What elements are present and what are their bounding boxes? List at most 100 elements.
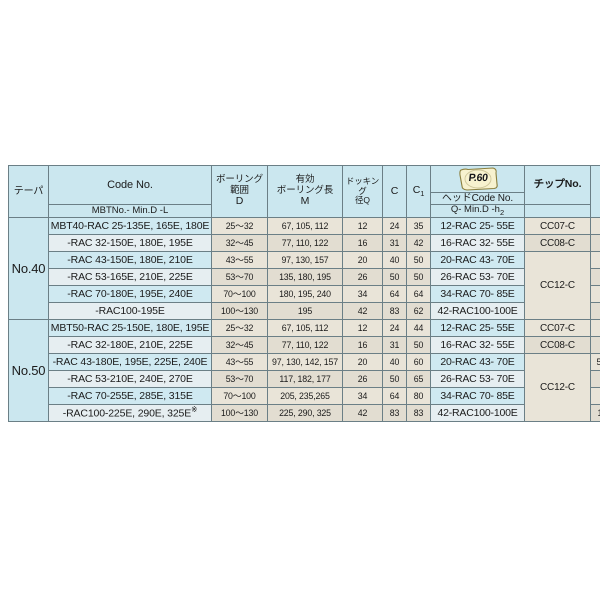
cell-chip-no: CC12-C [524,251,591,321]
cell-boring-range: 70〜100 [211,387,268,406]
cell-code-no: -RAC100-225E, 290E, 325E※ [48,404,212,423]
header-head-code-sub-b: 2 [499,208,505,218]
cell-c1: 42 [406,234,431,253]
cell-weight: 2.0, 2.1, 2.1 [590,217,600,236]
cell-docking-diameter: 42 [342,404,383,423]
table-row: -RAC 43-180E, 195E, 225E, 240E 43〜55 97, 1… [9,353,600,423]
cell-weight: 4.7, 4.9, 4.8 [590,319,600,338]
cell-boring-range: 100〜130 [211,302,268,321]
header-boring-range-l1: ボーリング [215,174,263,186]
cell-boring-range: 32〜45 [211,234,268,253]
cell-docking-diameter: 34 [342,285,383,304]
cell-boring-range: 53〜70 [211,370,268,389]
taper-group-no50: No.50 [8,319,49,423]
cell-docking-diameter: 26 [342,268,383,287]
cell-boring-range: 25〜32 [211,319,268,338]
cell-c1: 65 [406,370,431,389]
table-row: -RAC 32-150E, 180E, 195E 32〜45 77, 110, 12… [9,234,600,253]
cell-effective-boring-length: 67, 105, 112 [267,217,343,236]
cell-code-no: -RAC 43-150E, 180E, 210E [48,251,212,270]
header-chip-no-label: チップNo. [533,178,582,191]
cell-chip-no: CC08-C [524,234,591,253]
cell-c: 24 [382,217,407,236]
header-effective-boring-length: 有効 ボーリング長 M [267,164,343,219]
header-row-headcode: ヘッドCode No. [9,191,600,206]
header-docking-diameter: ドッキング 径Q [342,164,383,219]
cell-code-no: -RAC 53-210E, 240E, 270E [48,370,212,389]
header-c1-sub: 1 [420,189,425,199]
header-effective-l3: M [300,195,310,208]
header-page-reference-cell[interactable]: P.60 [430,165,525,193]
table-row: -RAC100-195E 100〜130 195 42 83 62 42-RAC100-10… [9,302,600,321]
table-row: -RAC 53-210E, 240E, 270E 53〜70 117, 182, 1… [9,370,600,389]
cell-c1: 44 [406,319,431,338]
cell-boring-range: 25〜32 [211,217,268,236]
cell-c1: 50 [406,336,431,355]
cell-head-code-no: 16-RAC 32- 55E [430,234,525,253]
cell-effective-boring-length: 117, 182, 177 [267,370,343,389]
header-row-badge: テーパ Code No. ボーリング 範囲 D 有効 ボーリング長 M ドッキン… [8,164,600,219]
cell-c: 64 [382,285,407,304]
table-row: No.40 MBT40-RAC 25-135E, 165E, 180E 25〜32 6… [8,217,600,321]
table-row: -RAC 53-165E, 210E, 225E 53〜70 135, 180, 1… [9,268,600,287]
page-reference-badge[interactable]: P.60 [456,167,500,191]
cell-head-code-no: 20-RAC 43- 70E [430,251,525,270]
header-c1: C1 [406,164,431,219]
cell-boring-range: 32〜45 [211,336,268,355]
cell-head-code-no: 12-RAC 25- 55E [430,217,525,236]
cell-docking-diameter: 20 [342,353,383,372]
cell-head-code-no: 26-RAC 53- 70E [430,268,525,287]
cell-effective-boring-length: 77, 110, 122 [267,234,343,253]
table-header-group: テーパ Code No. ボーリング 範囲 D 有効 ボーリング長 M ドッキン… [8,164,600,219]
cell-c1: 83 [406,404,431,423]
cell-c: 40 [382,353,407,372]
cell-c1: 62 [406,302,431,321]
cell-effective-boring-length: 77, 110, 122 [267,336,343,355]
cell-c: 50 [382,370,407,389]
table-row: -RAC100-225E, 290E, 325E※ 100〜130 225, 290… [9,404,600,423]
specification-table: テーパ Code No. ボーリング 範囲 D 有効 ボーリング長 M ドッキン… [8,164,600,423]
cell-c1: 64 [406,285,431,304]
cell-c: 64 [382,387,407,406]
header-head-code-no: ヘッドCode No. [430,191,525,206]
cell-c: 24 [382,319,407,338]
header-docking-l1: ドッキング [345,176,380,196]
cell-effective-boring-length: 225, 290, 325 [267,404,343,423]
taper-group-no40: No.40 [8,217,49,321]
cell-weight: 12.5, 12.5, 16.5 [590,404,600,423]
cell-docking-diameter: 34 [342,387,383,406]
header-taper: テーパ [8,164,49,219]
cell-docking-diameter: 26 [342,370,383,389]
cell-weight: 2.7, 2.9, 3.2 [590,251,600,270]
cell-chip-no: CC08-C [524,336,591,355]
header-chip-no-spacer [524,204,591,219]
table-row: -RAC 43-150E, 180E, 210E 43〜55 97, 130, 15… [9,251,600,321]
cell-c: 83 [382,302,407,321]
cell-c1: 60 [406,353,431,372]
cell-c1: 50 [406,268,431,287]
cell-docking-diameter: 20 [342,251,383,270]
cell-docking-diameter: 16 [342,234,383,253]
cell-code-no: MBT40-RAC 25-135E, 165E, 180E [48,217,212,236]
cell-c: 40 [382,251,407,270]
cell-docking-diameter: 12 [342,217,383,236]
footnote-mark: ※ [191,405,198,415]
cell-weight: 2.4, 2.6, 2.6 [590,234,600,253]
page-reference-label: P.60 [467,172,488,185]
cell-boring-range: 43〜55 [211,251,268,270]
table-row: -RAC 32-180E, 210E, 225E 32〜45 77, 110, 12… [9,336,600,355]
header-c: C [382,164,407,219]
cell-boring-range: 53〜70 [211,268,268,287]
header-effective-l2: ボーリング長 [276,184,334,196]
cell-code-no: -RAC 70-180E, 195E, 240E [48,285,212,304]
cell-c1: 50 [406,251,431,270]
cell-chip-no: CC07-C [524,217,591,236]
cell-docking-diameter: 12 [342,319,383,338]
cell-effective-boring-length: 135, 180, 195 [267,268,343,287]
cell-boring-range: 100〜130 [211,404,268,423]
cell-c: 50 [382,268,407,287]
header-weight: 重量(kg) [590,164,600,219]
cell-effective-boring-length: 205, 235,265 [267,387,343,406]
cell-docking-diameter: 16 [342,336,383,355]
